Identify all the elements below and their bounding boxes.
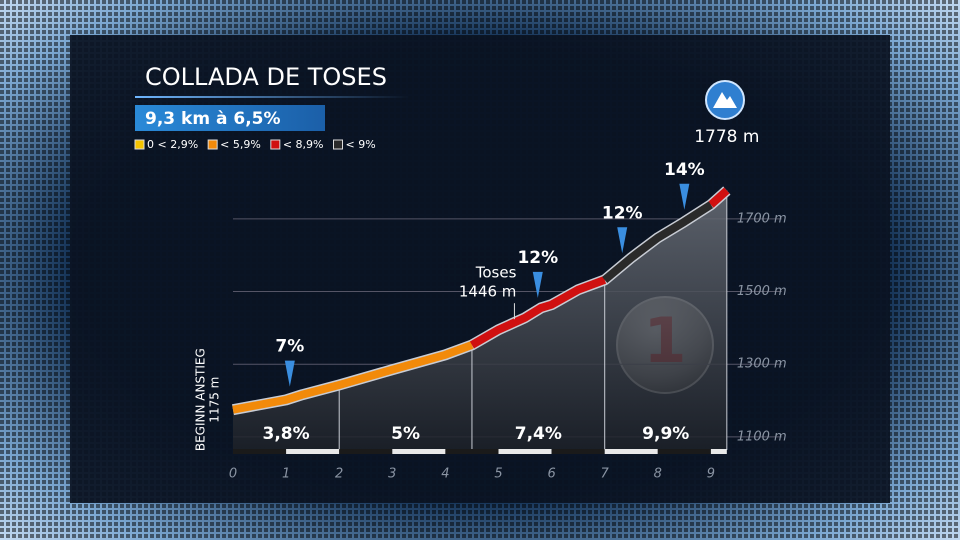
x-tick-label: 9 xyxy=(707,467,715,482)
y-tick-label: 1100 m xyxy=(737,429,787,444)
subtitle-bar xyxy=(135,105,325,131)
gradient-label: 14% xyxy=(664,160,705,180)
start-label: BEGINN ANSTIEG xyxy=(194,348,208,451)
gradient-marker xyxy=(532,271,543,298)
x-tick-label: 8 xyxy=(654,467,662,482)
legend-swatch xyxy=(134,139,145,150)
x-ruler-segment xyxy=(286,449,340,454)
x-tick-label: 1 xyxy=(282,467,290,482)
gradient-label: 7% xyxy=(275,337,304,357)
waypoint-elevation: 1446 m xyxy=(459,283,517,301)
x-ruler-segment xyxy=(339,449,393,454)
x-tick-label: 3 xyxy=(388,467,396,482)
x-ruler-segment xyxy=(657,449,711,454)
legend-label: < 9% xyxy=(346,138,376,151)
x-ruler-segment xyxy=(604,449,658,454)
chart-title: COLLADA DE TOSES xyxy=(145,63,387,91)
x-tick-label: 6 xyxy=(547,467,555,482)
y-tick-label: 1700 m xyxy=(737,211,787,226)
title-underline xyxy=(135,96,410,98)
x-tick-label: 2 xyxy=(335,467,343,482)
y-tick-label: 1300 m xyxy=(737,357,787,372)
x-ruler-segment xyxy=(445,449,499,454)
gradient-label: 12% xyxy=(602,203,643,223)
legend-swatch xyxy=(207,139,218,150)
x-ruler-segment xyxy=(392,449,446,454)
section-label: 7,4% xyxy=(515,424,562,444)
section-label: 3,8% xyxy=(263,424,310,444)
section xyxy=(339,180,472,450)
x-ruler-segment xyxy=(710,449,727,454)
y-tick-label: 1500 m xyxy=(737,284,787,299)
legend-swatch xyxy=(270,139,281,150)
gradient-marker xyxy=(284,360,295,387)
profile-line xyxy=(469,187,730,349)
x-tick-label: 5 xyxy=(494,467,502,482)
legend-swatch xyxy=(333,139,343,150)
legend-label: 0 < 2,9% xyxy=(147,138,198,151)
gradient-label: 12% xyxy=(517,248,558,268)
waypoint-name: Toses xyxy=(475,264,517,282)
x-ruler-segment xyxy=(498,449,552,454)
x-tick-label: 7 xyxy=(601,467,610,482)
legend-label: < 5,9% xyxy=(220,138,261,151)
x-ruler-segment xyxy=(233,449,287,454)
subtitle: 9,3 km à 6,5% xyxy=(145,109,281,129)
x-tick-label: 4 xyxy=(441,467,449,482)
summit-icon-mountain xyxy=(713,92,737,108)
profile-line xyxy=(602,201,714,284)
summit-label: 1778 m xyxy=(694,127,759,147)
gradient-marker xyxy=(617,227,628,254)
profile-line xyxy=(232,341,474,414)
legend-label: < 8,9% xyxy=(283,138,324,151)
section-label: 5% xyxy=(391,424,420,444)
x-ruler-segment xyxy=(551,449,605,454)
x-tick-label: 0 xyxy=(229,467,237,482)
gradient-marker xyxy=(679,183,690,210)
section-label: 9,9% xyxy=(642,424,689,444)
start-elevation: 1175 m xyxy=(208,377,222,423)
